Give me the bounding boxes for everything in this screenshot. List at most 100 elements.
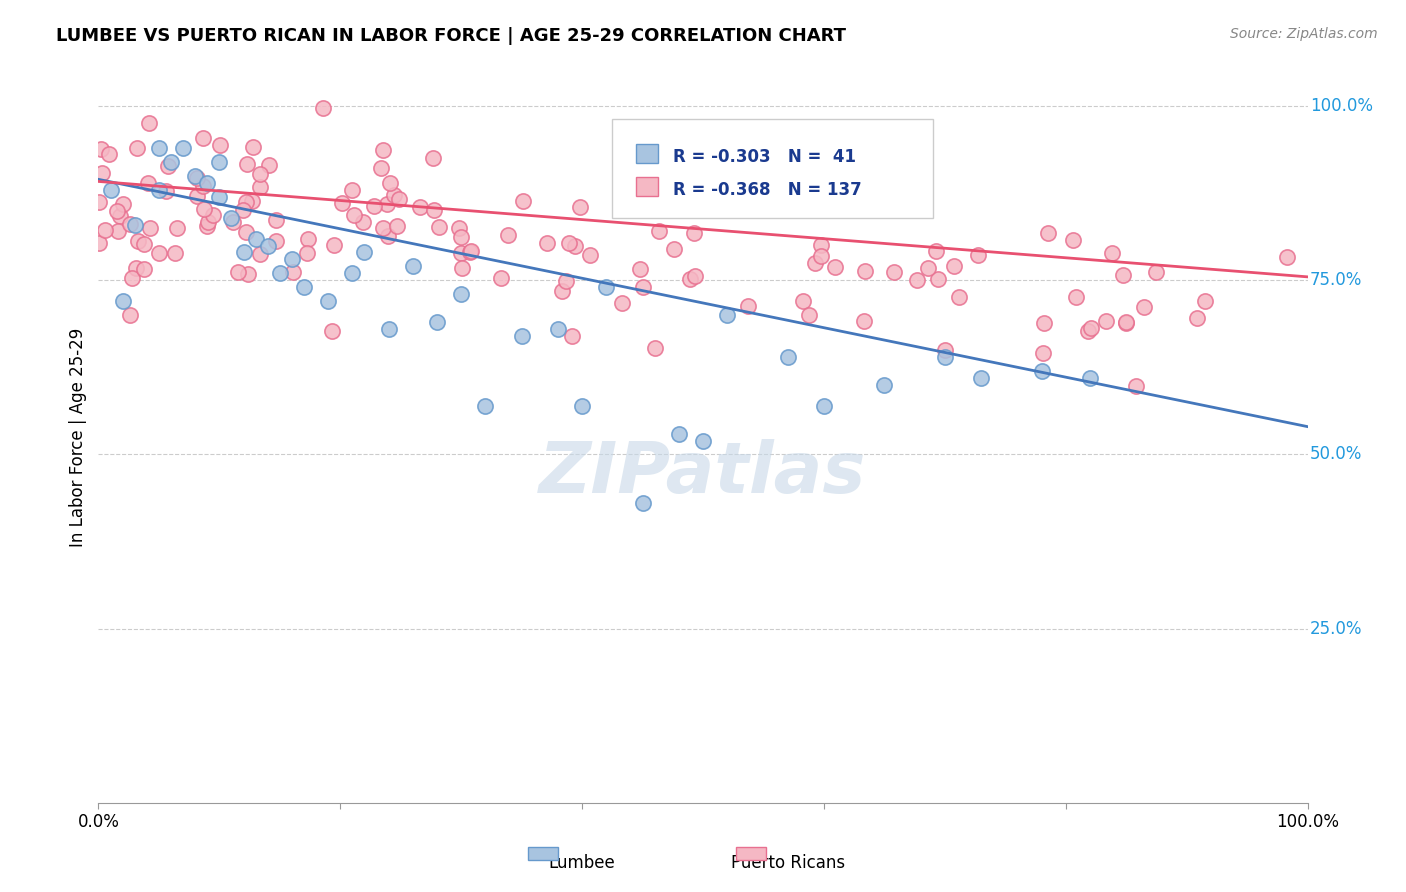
Point (292, 280, 315, 294)
Point (363, 199, 385, 213)
Text: 50.0%: 50.0% (1310, 445, 1362, 464)
Point (571, 399, 593, 413)
Point (208, 155, 231, 169)
Text: Lumbee: Lumbee (548, 854, 616, 872)
Point (256, 238, 278, 252)
Point (853, 314, 876, 328)
Point (191, 131, 214, 145)
Point (138, 116, 160, 130)
Point (197, 215, 219, 229)
Point (235, 194, 257, 209)
Point (905, 273, 928, 287)
Bar (637, 178, 658, 195)
Point (934, 343, 956, 358)
Point (257, 158, 280, 172)
Point (295, 246, 318, 260)
Point (139, 221, 162, 235)
Text: ZIPatlas: ZIPatlas (540, 439, 866, 508)
Point (353, 245, 375, 260)
Point (1115, 314, 1137, 328)
Point (269, 266, 291, 280)
Point (512, 194, 534, 208)
Point (873, 377, 896, 392)
Text: R = -0.368   N = 137: R = -0.368 N = 137 (672, 181, 862, 199)
Point (1101, 246, 1123, 260)
Point (547, 322, 569, 336)
Point (1133, 301, 1156, 315)
Point (90, 142, 112, 156)
Point (966, 248, 988, 262)
Point (195, 219, 218, 233)
Point (536, 235, 558, 250)
Point (312, 101, 335, 115)
Point (1275, 251, 1298, 265)
Point (134, 236, 156, 251)
Point (943, 259, 966, 273)
Point (127, 235, 149, 249)
Point (377, 229, 399, 244)
Point (422, 203, 444, 218)
Point (209, 138, 232, 153)
Point (193, 202, 215, 216)
Point (121, 270, 143, 285)
Point (232, 245, 254, 260)
Point (803, 256, 825, 270)
Point (155, 184, 177, 198)
Point (340, 183, 363, 197)
Point (792, 293, 814, 308)
Point (283, 264, 305, 278)
Point (1032, 346, 1054, 360)
Point (370, 161, 392, 175)
Point (165, 246, 187, 260)
Point (89, 194, 111, 209)
Point (489, 271, 512, 285)
Point (156, 159, 179, 173)
Bar (637, 145, 658, 163)
Point (240, 194, 263, 208)
Point (458, 245, 481, 260)
Text: Source: ZipAtlas.com: Source: ZipAtlas.com (1230, 27, 1378, 41)
Point (378, 176, 401, 190)
Point (554, 274, 576, 288)
Point (125, 260, 148, 275)
Point (353, 215, 375, 229)
Point (925, 244, 948, 259)
Point (249, 167, 271, 181)
Point (100, 183, 122, 197)
Point (797, 308, 820, 322)
Point (266, 212, 288, 227)
Point (1115, 316, 1137, 330)
Point (853, 263, 876, 277)
Point (238, 267, 260, 281)
Point (1036, 226, 1059, 240)
FancyBboxPatch shape (613, 119, 932, 218)
Point (166, 221, 188, 235)
Point (94, 222, 117, 236)
Point (242, 140, 264, 154)
Point (1031, 364, 1053, 378)
Point (112, 196, 135, 211)
Point (371, 144, 394, 158)
Point (208, 190, 231, 204)
Point (124, 218, 146, 232)
Point (1064, 290, 1087, 304)
Point (692, 434, 714, 448)
Point (321, 324, 343, 338)
Point (1112, 268, 1135, 283)
Point (496, 227, 519, 242)
Point (110, 209, 132, 223)
Point (249, 247, 271, 261)
Point (1077, 324, 1099, 338)
Point (172, 141, 194, 155)
Point (1062, 233, 1084, 247)
Point (264, 234, 287, 248)
Point (148, 183, 170, 197)
Point (664, 242, 686, 256)
Point (766, 201, 789, 215)
Point (883, 265, 905, 279)
Point (136, 176, 159, 190)
Point (343, 208, 366, 222)
Point (125, 141, 148, 155)
Point (568, 200, 591, 214)
Point (595, 280, 617, 294)
